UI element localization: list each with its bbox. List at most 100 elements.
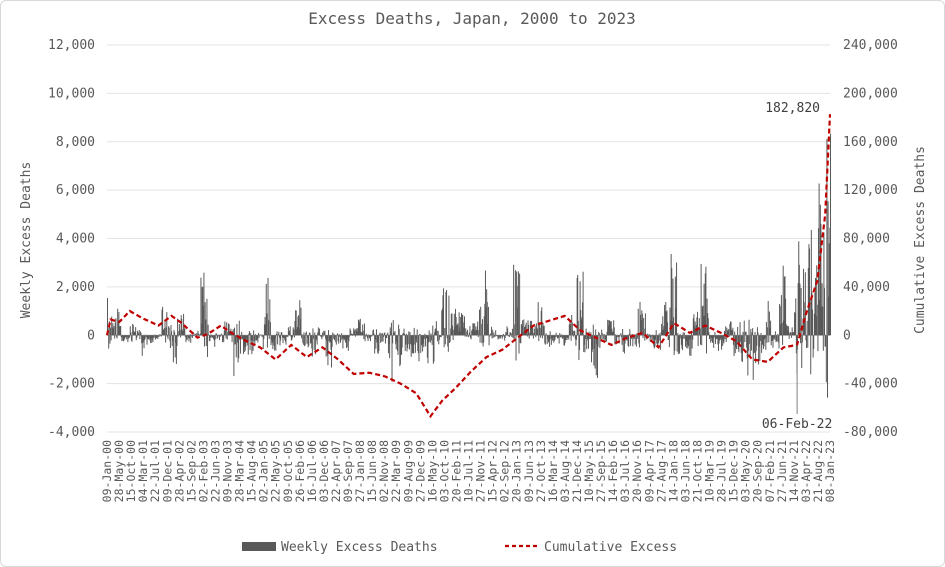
weekly-bar [488, 335, 490, 346]
weekly-bar [539, 327, 541, 336]
weekly-bar [538, 322, 540, 336]
weekly-bar [260, 334, 262, 336]
weekly-bar [111, 327, 113, 336]
weekly-bar [304, 335, 306, 347]
x-tick-label: 27-Oct-13 [534, 440, 548, 502]
weekly-bar [825, 335, 827, 347]
weekly-bar [644, 335, 646, 341]
weekly-bar [295, 310, 297, 336]
weekly-bar [317, 332, 319, 336]
weekly-bar [222, 335, 224, 343]
weekly-bar [335, 335, 337, 345]
weekly-bar [392, 335, 394, 344]
weekly-bar [643, 328, 645, 336]
weekly-bar [454, 327, 456, 336]
weekly-bar [492, 335, 494, 338]
weekly-bar [148, 335, 150, 337]
weekly-bar [671, 268, 673, 336]
weekly-bar [132, 323, 134, 336]
weekly-bar [807, 335, 809, 348]
weekly-bar [326, 335, 328, 341]
weekly-bar [310, 335, 312, 344]
weekly-bar [293, 335, 295, 338]
weekly-bar [147, 335, 149, 339]
weekly-bar [819, 204, 821, 336]
weekly-bar [292, 335, 294, 338]
weekly-bar [384, 332, 386, 336]
x-tick-label: 04-Mar-01 [136, 440, 150, 502]
weekly-bar [497, 335, 499, 340]
x-tick-label: 08-Jan-23 [823, 440, 837, 502]
weekly-bar [744, 332, 746, 336]
weekly-bar [135, 335, 137, 341]
weekly-bar [476, 326, 478, 336]
right-tick-label: 240,000 [843, 38, 898, 53]
weekly-bar [487, 306, 489, 336]
weekly-bar [422, 335, 424, 352]
weekly-bar [403, 328, 405, 336]
weekly-bar [278, 335, 280, 338]
weekly-bar [756, 335, 758, 346]
weekly-bar [143, 335, 145, 349]
weekly-bar [429, 335, 431, 342]
weekly-bar [398, 329, 400, 336]
weekly-bar [548, 335, 550, 341]
weekly-bar [537, 302, 539, 336]
weekly-bar [605, 335, 607, 342]
weekly-bar [745, 331, 747, 336]
weekly-bar [787, 330, 789, 336]
weekly-bar [777, 334, 779, 336]
weekly-bar [349, 335, 350, 337]
weekly-bar [661, 329, 663, 336]
weekly-bar [662, 316, 664, 336]
weekly-bar [321, 335, 323, 340]
weekly-bar [455, 308, 457, 336]
weekly-bar [828, 296, 830, 336]
weekly-bar [749, 335, 751, 357]
weekly-bar [235, 335, 237, 345]
weekly-bar [428, 330, 430, 336]
weekly-bar [313, 335, 315, 339]
weekly-bar [117, 308, 119, 336]
weekly-bar [657, 335, 659, 345]
weekly-bar [378, 335, 380, 352]
weekly-bar [611, 331, 613, 336]
weekly-bar [369, 335, 371, 342]
weekly-bar [177, 335, 179, 337]
weekly-bar [484, 270, 486, 336]
weekly-bar [242, 335, 244, 339]
weekly-bar [322, 332, 324, 336]
weekly-bar [648, 335, 650, 337]
weekly-bar [760, 333, 762, 336]
weekly-bar [214, 335, 216, 340]
weekly-bar [333, 333, 335, 336]
x-tick-label: 27-Jun-21 [775, 440, 789, 502]
weekly-bar [133, 331, 135, 336]
weekly-bar [236, 335, 238, 343]
weekly-bar [360, 331, 362, 336]
weekly-bar [587, 335, 589, 339]
weekly-bar [425, 335, 427, 339]
weekly-bar [610, 321, 612, 336]
weekly-bar [638, 335, 640, 348]
weekly-bar [312, 328, 314, 336]
weekly-bar [415, 335, 417, 340]
weekly-bar [392, 320, 394, 336]
weekly-bar [552, 335, 554, 338]
weekly-bar [697, 311, 699, 336]
weekly-bar [593, 335, 595, 366]
weekly-bar [523, 326, 525, 336]
weekly-bar [822, 335, 824, 351]
weekly-bar [595, 329, 597, 336]
weekly-bar [511, 335, 513, 337]
weekly-bar [740, 335, 742, 354]
weekly-bar [303, 332, 305, 336]
weekly-bar [559, 335, 561, 338]
weekly-bar [298, 315, 300, 336]
weekly-bar [649, 335, 651, 342]
weekly-bar [219, 335, 221, 337]
weekly-bar [520, 335, 522, 344]
weekly-bar [619, 334, 621, 336]
weekly-bar [766, 335, 768, 343]
weekly-bar [164, 321, 166, 336]
